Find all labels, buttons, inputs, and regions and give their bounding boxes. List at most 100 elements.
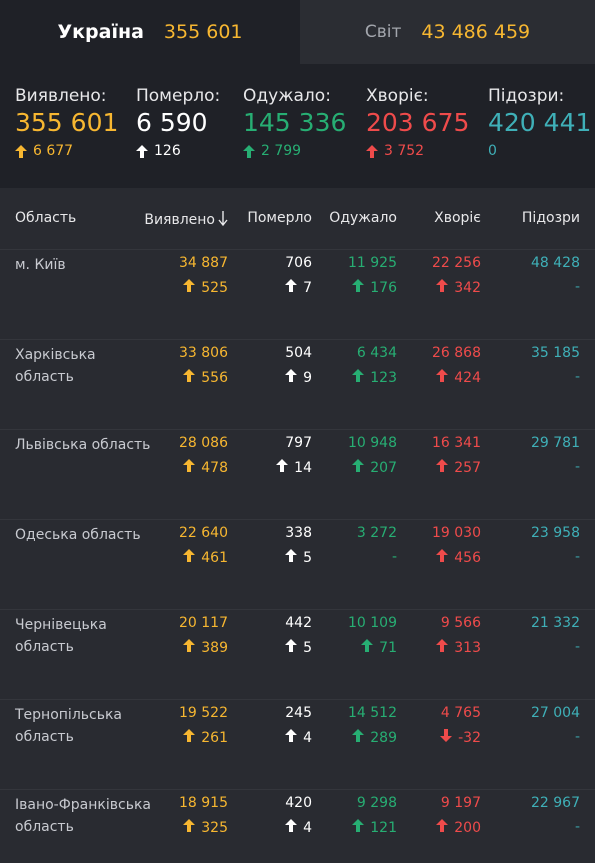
suspected-delta: - [574, 819, 580, 835]
recovered-delta: - [391, 549, 397, 565]
summary-suspected-label: Підозри: [488, 86, 565, 106]
sick-delta: 313 [436, 639, 481, 656]
sick-value: 16 341 [432, 435, 481, 451]
detected-delta: 556 [183, 369, 228, 386]
suspected-value: 21 332 [531, 615, 580, 631]
arrow-up-icon [352, 729, 365, 746]
died-delta: 5 [285, 549, 312, 566]
summary-suspected-delta-value: 0 [488, 143, 497, 159]
region-name: Харківська область [15, 347, 96, 385]
arrow-up-icon [285, 369, 298, 386]
table-row[interactable]: Львівська область 28 086 478 797 14 10 9… [0, 430, 595, 520]
detected-value: 22 640 [179, 525, 228, 541]
tab-ukraine-value: 355 601 [163, 21, 243, 43]
table-row[interactable]: Івано-Франківська область 18 915 325 420… [0, 790, 595, 863]
region-name: Чернівецька область [15, 617, 107, 655]
sick-value: 19 030 [432, 525, 481, 541]
summary-detected-value: 355 601 [15, 108, 119, 137]
summary-recovered-delta-value: 2 799 [261, 143, 302, 159]
arrow-up-icon [183, 729, 196, 746]
summary-suspected-value: 420 441 [488, 108, 592, 137]
died-value: 245 [285, 705, 312, 721]
tab-ukraine[interactable]: Україна 355 601 [0, 0, 300, 64]
summary-sick-value: 203 675 [366, 108, 470, 137]
died-delta-value: 4 [303, 819, 312, 836]
recovered-delta: 121 [352, 819, 397, 836]
sick-delta: 200 [436, 819, 481, 836]
recovered-value: 6 434 [356, 345, 397, 361]
sick-value: 26 868 [432, 345, 481, 361]
arrow-up-icon [436, 549, 449, 566]
arrow-up-icon [243, 144, 255, 158]
suspected-value: 23 958 [531, 525, 580, 541]
suspected-delta: - [574, 729, 580, 745]
detected-value: 20 117 [179, 615, 228, 631]
died-delta-value: 14 [294, 459, 312, 476]
detected-value: 33 806 [179, 345, 228, 361]
arrow-up-icon [352, 459, 365, 476]
sick-value: 9 566 [440, 615, 481, 631]
table-row[interactable]: Тернопільська область 19 522 261 245 4 1… [0, 700, 595, 790]
arrow-up-icon [285, 639, 298, 656]
sick-value: 9 197 [440, 795, 481, 811]
tab-world[interactable]: Світ 43 486 459 [300, 0, 595, 64]
summary-died-delta-value: 126 [154, 143, 181, 159]
died-value: 797 [285, 435, 312, 451]
arrow-up-icon [183, 819, 196, 836]
arrow-up-icon [436, 639, 449, 656]
recovered-value: 10 948 [348, 435, 397, 451]
arrow-up-icon [183, 639, 196, 656]
column-header-sick[interactable]: Хворіє [434, 210, 481, 226]
arrow-up-icon [285, 279, 298, 296]
arrow-up-icon [352, 369, 365, 386]
sick-delta-value: 424 [454, 369, 481, 386]
sick-value: 4 765 [440, 705, 481, 721]
arrow-up-icon [352, 279, 365, 296]
detected-delta-value: 461 [201, 549, 228, 566]
died-delta-value: 4 [303, 729, 312, 746]
summary-detected: Виявлено: 355 601 6 677 [15, 86, 118, 159]
recovered-delta-value: 123 [370, 369, 397, 386]
arrow-up-icon [366, 144, 378, 158]
region-name: Одеська область [15, 527, 141, 543]
detected-delta: 325 [183, 819, 228, 836]
recovered-delta: 123 [352, 369, 397, 386]
column-header-region[interactable]: Область [15, 210, 77, 226]
recovered-delta-value: 176 [370, 279, 397, 296]
column-header-suspected[interactable]: Підозри [521, 210, 580, 226]
summary-suspected: Підозри: 420 441 0 [488, 86, 591, 159]
suspected-value: 29 781 [531, 435, 580, 451]
sick-delta-value: 342 [454, 279, 481, 296]
column-header-recovered[interactable]: Одужало [329, 210, 397, 226]
arrow-up-icon [436, 369, 449, 386]
recovered-value: 14 512 [348, 705, 397, 721]
recovered-delta: 71 [361, 639, 397, 656]
table-row[interactable]: Харківська область 33 806 556 504 9 6 43… [0, 340, 595, 430]
table-row[interactable]: Чернівецька область 20 117 389 442 5 10 … [0, 610, 595, 700]
recovered-delta-value: 289 [370, 729, 397, 746]
column-header-detected[interactable]: Виявлено [144, 210, 228, 230]
arrow-up-icon [436, 819, 449, 836]
arrow-up-icon [285, 729, 298, 746]
recovered-delta: 176 [352, 279, 397, 296]
arrow-down-icon [218, 210, 228, 230]
column-header-died[interactable]: Померло [247, 210, 312, 226]
arrow-up-icon [276, 459, 289, 476]
suspected-delta: - [574, 639, 580, 655]
table-row[interactable]: Одеська область 22 640 461 338 5 3 272 -… [0, 520, 595, 610]
arrow-up-icon [352, 819, 365, 836]
sick-delta: 342 [436, 279, 481, 296]
arrow-up-icon [136, 144, 148, 158]
arrow-up-icon [436, 459, 449, 476]
recovered-delta-value: 121 [370, 819, 397, 836]
summary-died: Померло: 6 590 126 [136, 86, 220, 159]
sick-value: 22 256 [432, 255, 481, 271]
detected-value: 34 887 [179, 255, 228, 271]
suspected-delta: - [574, 459, 580, 475]
region-name: Львівська область [15, 437, 151, 453]
sick-delta: -32 [440, 729, 481, 746]
region-table: м. Київ 34 887 525 706 7 11 925 176 22 2… [0, 250, 595, 863]
table-row[interactable]: м. Київ 34 887 525 706 7 11 925 176 22 2… [0, 250, 595, 340]
recovered-value: 9 298 [356, 795, 397, 811]
summary-recovered-delta: 2 799 [243, 143, 346, 159]
